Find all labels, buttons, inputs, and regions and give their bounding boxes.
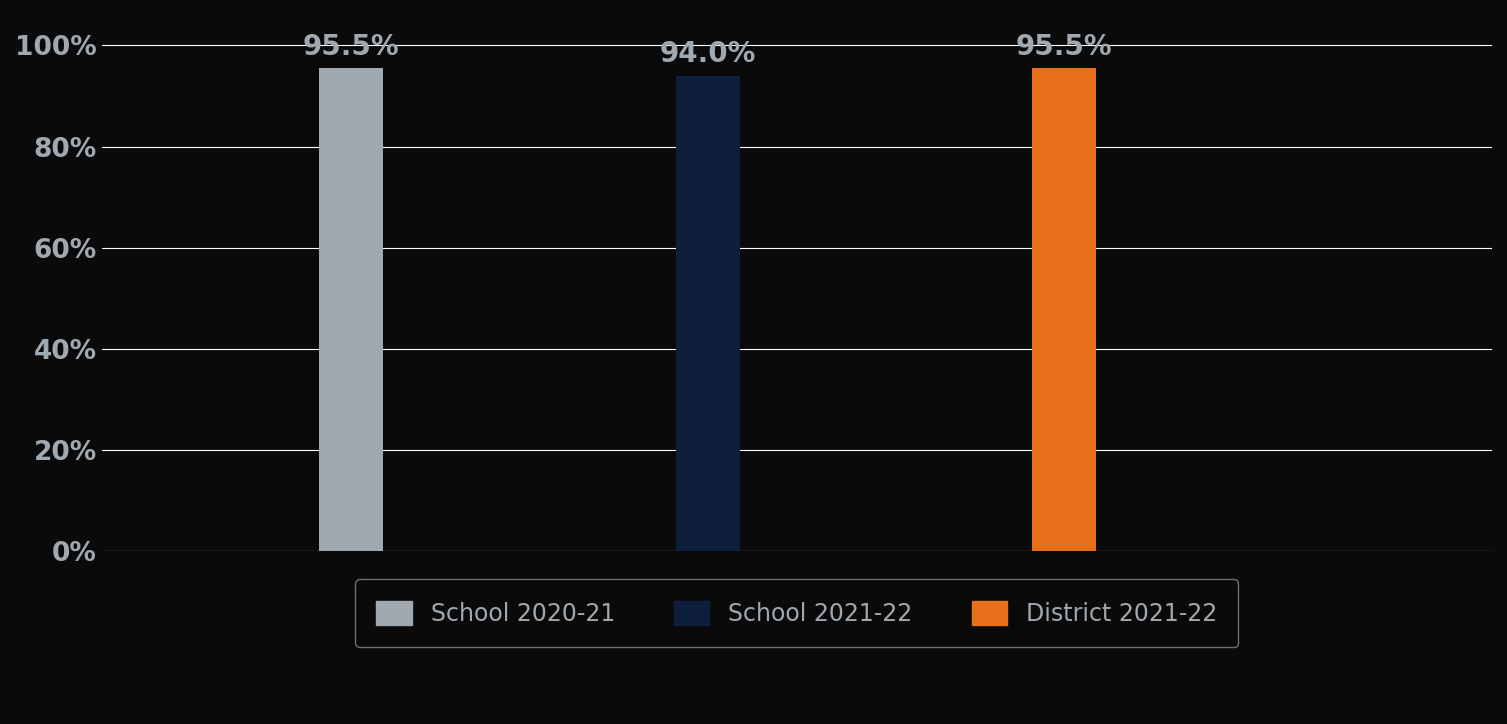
Bar [675, 76, 740, 552]
Bar [319, 68, 383, 552]
Text: 94.0%: 94.0% [660, 40, 757, 68]
Text: 95.5%: 95.5% [303, 33, 399, 61]
Text: 95.5%: 95.5% [1016, 33, 1112, 61]
Bar [1032, 68, 1096, 552]
Legend: School 2020-21, School 2021-22, District 2021-22: School 2020-21, School 2021-22, District… [356, 579, 1239, 647]
